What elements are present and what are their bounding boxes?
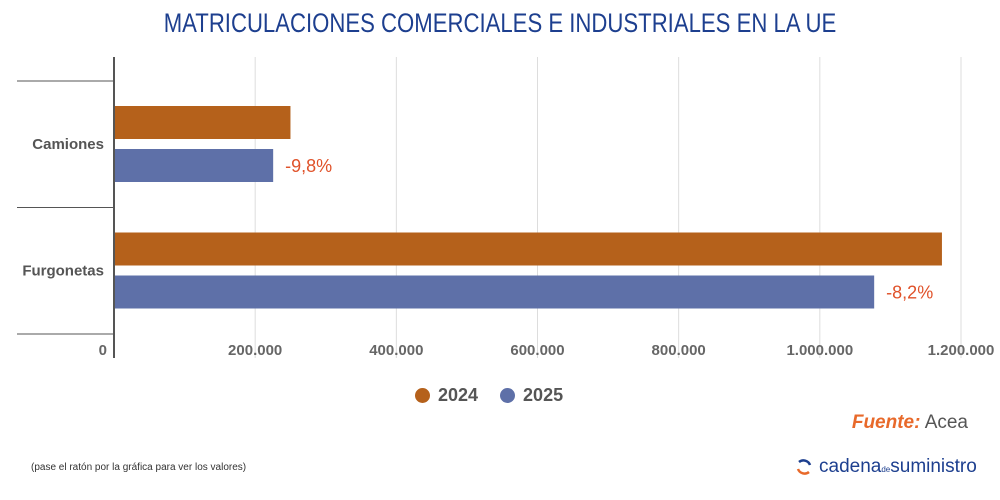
bar-2025-camiones [115,149,274,182]
logo: cadenadesuministro [795,456,977,478]
source: Fuente: Acea [852,412,968,434]
source-label: Fuente: [851,412,921,433]
bar-chart[interactable]: 0 200.000 400.000 600.000 800.000 1.000.000 1.… [0,0,1000,380]
legend: 2024 2025 [415,385,563,406]
x-tick-label: 0 [99,342,107,359]
logo-text-1: cadena [819,456,882,477]
source-value: Acea [924,412,968,433]
chart-title: MATRICULACIONES COMERCIALES E INDUSTRIAL… [163,8,837,38]
change-annotation: -8,2% [886,283,933,303]
x-tick-label: 600.000 [510,342,564,359]
logo-text-3: suministro [890,456,977,477]
x-tick-label: 800.000 [652,342,706,359]
y-category-label: Camiones [32,136,104,153]
legend-label-2024: 2024 [438,385,479,405]
legend-swatch-2024 [415,388,430,403]
legend-label-2025: 2025 [523,385,564,405]
y-category-label: Furgonetas [22,263,104,280]
x-tick-label: 400.000 [369,342,423,359]
change-annotation: -9,8% [285,156,332,176]
logo-icon [796,459,812,475]
x-tick-label: 1.000.000 [786,342,853,359]
x-tick-label: 200.000 [228,342,282,359]
legend-swatch-2025 [500,388,516,403]
bar-2024-camiones [115,106,291,139]
bar-2025-furgonetas [115,275,875,309]
logo-text-2: de [881,465,891,474]
x-tick-label: 1.200.000 [928,342,995,359]
bar-2024-furgonetas [115,232,942,266]
hover-hint: (pase el ratón por la gráfica para ver l… [31,462,247,473]
